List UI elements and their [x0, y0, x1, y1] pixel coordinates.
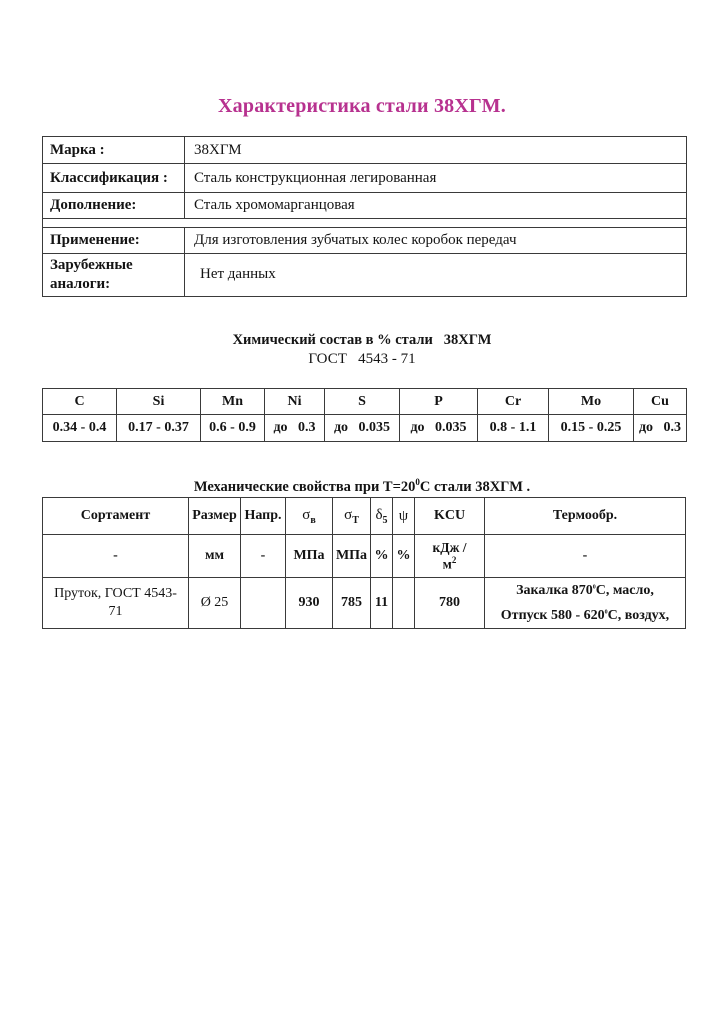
chemical-composition-table: C Si Mn Ni S P Cr Mo Cu 0.34 - 0.4 0.17 …	[42, 388, 687, 442]
spacer-row	[42, 218, 687, 228]
mech-col-psi: ψ	[392, 497, 415, 535]
info-label-primenenie: Применение:	[42, 227, 185, 254]
info-label-marka: Марка :	[42, 136, 185, 164]
mech-data-napr	[240, 576, 286, 630]
mech-col-sigma-b: σв	[285, 497, 333, 535]
mech-col-termoobr: Термообр.	[484, 497, 686, 535]
info-value-marka: 38ХГМ	[184, 136, 687, 164]
mech-unit-napr: -	[240, 534, 286, 578]
kcu-unit-superscript: 2	[451, 555, 457, 566]
chem-value-si: 0.17 - 0.37	[116, 414, 201, 442]
mech-col-sigma-t: σТ	[332, 497, 371, 535]
mech-data-row: Пруток, ГОСТ 4543-71 Ø 25 930 785 11 780…	[42, 576, 686, 630]
info-label-dopolnenie: Дополнение:	[42, 192, 185, 219]
mech-data-psi	[392, 576, 415, 630]
mech-unit-delta5: %	[370, 534, 393, 578]
chem-value-p: до 0.035	[399, 414, 478, 442]
mech-data-razmer: Ø 25	[188, 576, 241, 630]
chem-value-s: до 0.035	[324, 414, 400, 442]
delta-subscript: 5	[382, 514, 388, 526]
info-value-primenenie: Для изготовления зубчатых колес коробок …	[184, 227, 687, 254]
chem-col-cu: Cu	[633, 388, 687, 415]
degree-superscript: 0	[604, 609, 608, 616]
mech-unit-sigma-t: МПа	[332, 534, 371, 578]
chem-col-c: C	[42, 388, 117, 415]
mech-data-sigma-t: 785	[332, 576, 371, 630]
table-row: Дополнение: Сталь хромомарганцовая	[42, 192, 687, 219]
mech-data-termoobr: Закалка 8700С, масло, Отпуск 580 - 6200С…	[484, 576, 686, 630]
chem-value-cr: 0.8 - 1.1	[477, 414, 549, 442]
mech-header-row: Сортамент Размер Напр. σв σТ δ5 ψ KCU Те…	[42, 497, 686, 535]
degree-superscript: 0	[415, 477, 420, 487]
sigma-t-subscript: Т	[352, 514, 359, 526]
mech-col-napr: Напр.	[240, 497, 286, 535]
sigma-b-subscript: в	[310, 514, 316, 526]
mechanical-properties-table: Сортамент Размер Напр. σв σТ δ5 ψ KCU Те…	[42, 497, 686, 630]
table-row: Зарубежные аналоги: Нет данных	[42, 253, 687, 297]
info-label-klassifikaciya: Классификация :	[42, 163, 185, 193]
chem-header-row: C Si Mn Ni S P Cr Mo Cu	[42, 388, 687, 415]
info-value-dopolnenie: Сталь хромомарганцовая	[184, 192, 687, 219]
kcu-unit-line1: кДж /	[432, 539, 467, 555]
chem-col-mo: Mo	[548, 388, 634, 415]
steel-info-table: Марка : 38ХГМ Классификация : Сталь конс…	[42, 136, 687, 297]
chem-col-si: Si	[116, 388, 201, 415]
info-label-analogi: Зарубежные аналоги:	[42, 253, 185, 297]
mech-unit-kcu: кДж / м2	[414, 534, 485, 578]
chemical-section-heading: Химический состав в % стали 38ХГМ	[232, 332, 492, 348]
mech-unit-sigma-b: МПа	[285, 534, 333, 578]
mech-unit-razmer: мм	[188, 534, 241, 578]
chem-value-cu: до 0.3	[633, 414, 687, 442]
termoobr-text: С, масло, Отпуск 580 - 620	[500, 583, 654, 624]
page-title: Характеристика стали 38ХГМ.	[218, 95, 506, 117]
mech-unit-psi: %	[392, 534, 415, 578]
mech-col-delta5: δ5	[370, 497, 393, 535]
chem-col-ni: Ni	[264, 388, 325, 415]
delta-symbol: δ	[375, 506, 383, 523]
mech-data-sigma-b: 930	[285, 576, 333, 630]
kcu-unit-line2: м	[442, 556, 452, 572]
mech-col-razmer: Размер	[188, 497, 241, 535]
termoobr-text: Закалка 870	[516, 583, 593, 598]
chem-col-cr: Cr	[477, 388, 549, 415]
sigma-symbol: σ	[302, 506, 311, 523]
chem-col-p: P	[399, 388, 478, 415]
mechanical-section-heading: Механические свойства при Т=200С стали 3…	[0, 477, 724, 496]
spacer-cell	[42, 218, 687, 228]
mech-heading-text: Механические свойства при Т=20	[193, 478, 416, 495]
mech-data-delta5: 11	[370, 576, 393, 630]
chem-value-c: 0.34 - 0.4	[42, 414, 117, 442]
chem-value-mo: 0.15 - 0.25	[548, 414, 634, 442]
chem-col-mn: Mn	[200, 388, 265, 415]
sigma-symbol: σ	[344, 506, 353, 523]
info-value-analogi: Нет данных	[184, 253, 687, 297]
table-row: Марка : 38ХГМ	[42, 136, 687, 164]
mech-col-kcu: KCU	[414, 497, 485, 535]
chem-value-row: 0.34 - 0.4 0.17 - 0.37 0.6 - 0.9 до 0.3 …	[42, 414, 687, 442]
degree-superscript: 0	[592, 584, 596, 591]
chemical-gost-line: ГОСТ 4543 - 71	[308, 351, 416, 367]
chem-value-ni: до 0.3	[264, 414, 325, 442]
mech-col-sortament: Сортамент	[42, 497, 189, 535]
table-row: Применение: Для изготовления зубчатых ко…	[42, 227, 687, 254]
mech-unit-sortament: -	[42, 534, 189, 578]
termoobr-text: С, воздух,	[607, 608, 670, 624]
mech-heading-text-tail: С стали 38ХГМ .	[419, 478, 531, 495]
mech-unit-termoobr: -	[484, 534, 686, 578]
chem-value-mn: 0.6 - 0.9	[200, 414, 265, 442]
chem-col-s: S	[324, 388, 400, 415]
table-row: Классификация : Сталь конструкционная ле…	[42, 163, 687, 193]
info-value-klassifikaciya: Сталь конструкционная легированная	[184, 163, 687, 193]
mech-data-sortament: Пруток, ГОСТ 4543-71	[42, 576, 189, 630]
mech-units-row: - мм - МПа МПа % % кДж / м2 -	[42, 534, 686, 578]
mech-data-kcu: 780	[414, 576, 485, 630]
